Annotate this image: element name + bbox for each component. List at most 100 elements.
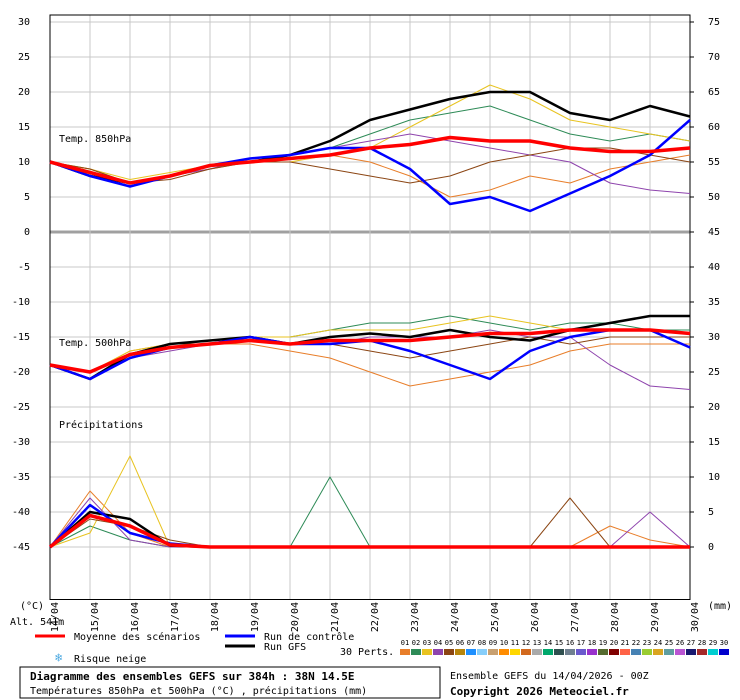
pert-label: 20 [610, 639, 618, 647]
x-tick-label: 27/04 [570, 602, 581, 632]
pert-swatch [433, 649, 443, 655]
pert-swatch [609, 649, 619, 655]
series-line [49, 329, 691, 390]
plot-frame [49, 14, 691, 600]
pert-label: 27 [687, 639, 695, 647]
x-tick-label: 21/04 [330, 602, 341, 632]
x-tick-label: 28/04 [610, 602, 621, 632]
y2-tick-label: 60 [708, 122, 720, 133]
pert-swatch [631, 649, 641, 655]
pert-swatch [466, 649, 476, 655]
x-tick-label: 22/04 [370, 602, 381, 632]
x-tick-label: 29/04 [650, 602, 661, 632]
x-tick-label: 20/04 [290, 602, 301, 632]
pert-label: 26 [676, 639, 684, 647]
pert-swatch [598, 649, 608, 655]
pert-label: 13 [533, 639, 541, 647]
y-tick-label: -20 [12, 367, 30, 378]
pert-swatch [697, 649, 707, 655]
pert-swatch [510, 649, 520, 655]
y2-axis-unit: (mm) [708, 601, 732, 612]
pert-swatch [455, 649, 465, 655]
pert-label: 19 [599, 639, 607, 647]
chart-subtitle: Températures 850hPa et 500hPa (°C) , pré… [30, 685, 367, 697]
y2-tick-label: 65 [708, 87, 720, 98]
y-tick-label: 25 [18, 52, 30, 63]
pert-swatch [620, 649, 630, 655]
snow-label: Risque neige [74, 654, 146, 665]
x-tick-label: 30/04 [690, 602, 701, 632]
pert-label: 14 [544, 639, 552, 647]
pert-label: 24 [654, 639, 662, 647]
pert-swatch [422, 649, 432, 655]
y-tick-label: -25 [12, 402, 30, 413]
y2-tick-label: 30 [708, 332, 720, 343]
pert-swatch [554, 649, 564, 655]
y2-tick-label: 5 [708, 507, 714, 518]
panel-label: Précipitations [59, 419, 143, 431]
y2-tick-label: 50 [708, 192, 720, 203]
y2-tick-label: 75 [708, 17, 720, 28]
legend-label: Moyenne des scénarios [74, 631, 200, 643]
y-tick-label: 5 [24, 192, 30, 203]
y2-tick-label: 45 [708, 227, 720, 238]
pert-label: 16 [566, 639, 574, 647]
pert-label: 29 [709, 639, 717, 647]
y-axis-unit: (°C) [20, 601, 44, 612]
perts-label: 30 Perts. [340, 647, 394, 658]
pert-label: 09 [489, 639, 497, 647]
title-box [19, 666, 441, 699]
pert-swatch [499, 649, 509, 655]
x-tick-label: 26/04 [530, 602, 541, 632]
y-tick-label: -35 [12, 472, 30, 483]
pert-swatch [400, 649, 410, 655]
pert-swatch [543, 649, 553, 655]
legend-label: Run de contrôle [264, 631, 354, 643]
pert-swatch [675, 649, 685, 655]
run-info: Ensemble GEFS du 14/04/2026 - 00Z [450, 671, 649, 682]
pert-swatch [576, 649, 586, 655]
pert-label: 10 [500, 639, 508, 647]
pert-swatch [642, 649, 652, 655]
pert-swatch [411, 649, 421, 655]
x-tick-label: 23/04 [410, 602, 421, 632]
altitude: Alt. 541m [10, 617, 64, 628]
y2-tick-label: 40 [708, 262, 720, 273]
pert-label: 07 [467, 639, 475, 647]
x-tick-label: 15/04 [90, 602, 101, 632]
y-tick-label: -5 [18, 262, 30, 273]
series-line [48, 513, 690, 549]
pert-swatch [488, 649, 498, 655]
y-tick-label: 10 [18, 157, 30, 168]
y2-tick-label: 20 [708, 402, 720, 413]
pert-label: 17 [577, 639, 585, 647]
pert-label: 30 [720, 639, 728, 647]
pert-label: 23 [643, 639, 651, 647]
pert-swatch [521, 649, 531, 655]
pert-swatch [477, 649, 487, 655]
x-tick-label: 25/04 [490, 602, 501, 632]
pert-label: 11 [511, 639, 519, 647]
x-tick-label: 14/04 [50, 602, 61, 632]
y2-tick-label: 55 [708, 157, 720, 168]
pert-swatch [664, 649, 674, 655]
x-tick-label: 19/04 [250, 602, 261, 632]
pert-swatch [708, 649, 718, 655]
pert-swatch [719, 649, 729, 655]
y-tick-label: 15 [18, 122, 30, 133]
pert-label: 28 [698, 639, 706, 647]
series-line [49, 328, 691, 374]
copyright: Copyright 2026 Meteociel.fr [450, 685, 629, 698]
pert-label: 15 [555, 639, 563, 647]
y-tick-label: 20 [18, 87, 30, 98]
y2-tick-label: 35 [708, 297, 720, 308]
series-line [49, 135, 691, 185]
y-tick-label: -10 [12, 297, 30, 308]
series-line [49, 314, 690, 381]
chart-title: Diagramme des ensembles GEFS sur 384h : … [30, 670, 355, 683]
pert-swatch [532, 649, 542, 655]
pert-label: 12 [522, 639, 530, 647]
pert-label: 21 [621, 639, 629, 647]
pert-label: 02 [412, 639, 420, 647]
